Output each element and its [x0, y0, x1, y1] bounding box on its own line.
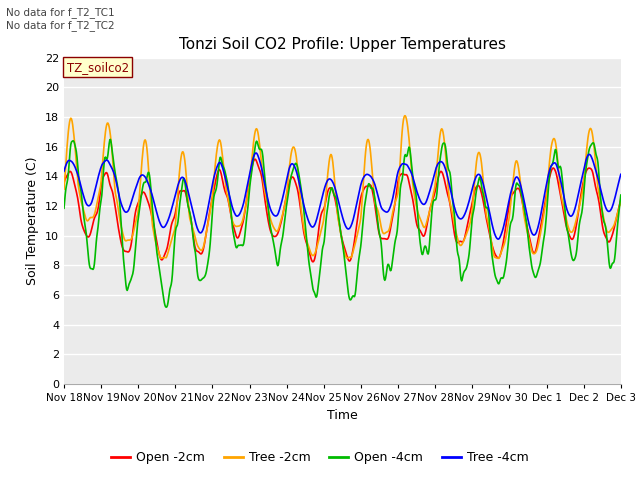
- Title: Tonzi Soil CO2 Profile: Upper Temperatures: Tonzi Soil CO2 Profile: Upper Temperatur…: [179, 37, 506, 52]
- Text: No data for f_T2_TC1: No data for f_T2_TC1: [6, 7, 115, 18]
- Text: TZ_soilco2: TZ_soilco2: [67, 61, 129, 74]
- X-axis label: Time: Time: [327, 408, 358, 421]
- Text: No data for f_T2_TC2: No data for f_T2_TC2: [6, 20, 115, 31]
- Legend: Open -2cm, Tree -2cm, Open -4cm, Tree -4cm: Open -2cm, Tree -2cm, Open -4cm, Tree -4…: [106, 446, 534, 469]
- Y-axis label: Soil Temperature (C): Soil Temperature (C): [26, 156, 39, 285]
